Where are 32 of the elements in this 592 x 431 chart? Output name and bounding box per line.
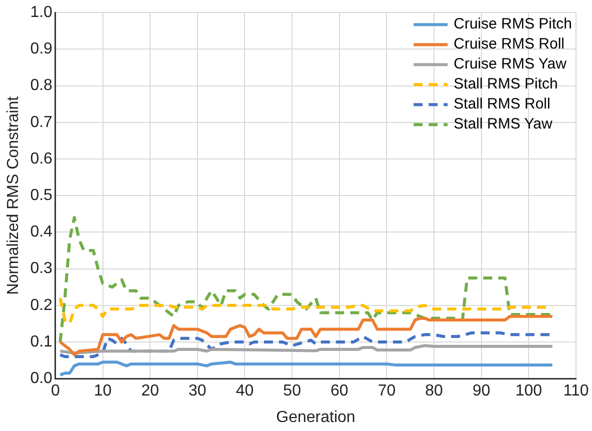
y-tick-label: 1.0 xyxy=(30,4,53,22)
legend-label: Stall RMS Roll xyxy=(454,96,550,113)
x-tick-label: 10 xyxy=(94,382,112,400)
legend-label: Stall RMS Pitch xyxy=(454,76,558,93)
x-axis-title: Generation xyxy=(276,408,356,426)
x-tick-label: 110 xyxy=(563,382,589,400)
x-tick-label: 90 xyxy=(472,382,490,400)
x-tick-label: 20 xyxy=(141,382,160,400)
x-tick-label: 50 xyxy=(283,382,302,400)
y-tick-label: 0.1 xyxy=(30,333,53,350)
y-tick-label: 0.0 xyxy=(30,370,53,388)
y-tick-label: 0.8 xyxy=(30,77,53,94)
y-axis-title: Normalized RMS Constraint xyxy=(5,96,22,295)
x-tick-label: 70 xyxy=(378,382,396,400)
y-tick-label: 0.4 xyxy=(30,224,53,241)
x-tick-label: 40 xyxy=(236,382,254,400)
legend-label: Cruise RMS Yaw xyxy=(454,56,567,73)
y-tick-label: 0.9 xyxy=(30,40,53,58)
x-tick-label: 0 xyxy=(50,382,60,400)
x-tick-label: 80 xyxy=(425,382,444,400)
x-tick-label: 60 xyxy=(330,382,348,400)
y-tick-label: 0.2 xyxy=(30,296,53,314)
legend-label: Cruise RMS Roll xyxy=(454,36,564,53)
y-tick-label: 0.7 xyxy=(30,114,53,131)
line-series xyxy=(58,296,554,326)
legend-label: Stall RMS Yaw xyxy=(454,116,552,133)
y-tick-label: 0.3 xyxy=(30,260,53,278)
y-tick-label: 0.5 xyxy=(30,187,53,204)
x-tick-label: 100 xyxy=(515,382,542,400)
x-tick-label: 30 xyxy=(188,382,206,400)
y-tick-label: 0.6 xyxy=(30,150,53,168)
legend-label: Cruise RMS Pitch xyxy=(454,16,572,33)
